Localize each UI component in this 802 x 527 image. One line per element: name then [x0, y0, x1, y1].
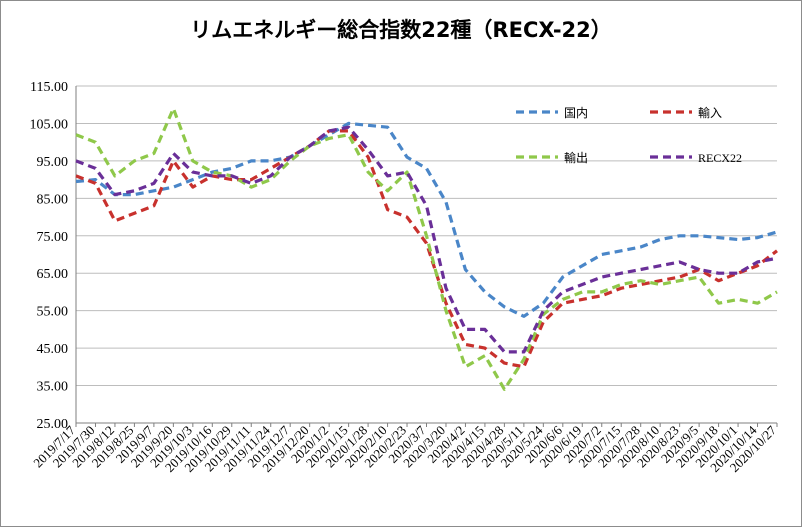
series-line-国内: [75, 121, 778, 318]
series-line-輸出: [75, 106, 778, 391]
legend-label: 輸出: [564, 150, 588, 165]
axes: [75, 86, 778, 427]
y-tick-label: 85.00: [37, 192, 69, 207]
legend-label: 国内: [564, 106, 588, 120]
legend-label: 輸入: [698, 105, 722, 120]
y-tick-label: 95.00: [37, 155, 69, 170]
y-tick-label: 55.00: [37, 305, 69, 320]
gridlines: [76, 85, 777, 424]
series-line-RECX22: [75, 125, 778, 354]
x-tick-labels: 2019/7/172019/7/302019/8/122019/8/252019…: [30, 422, 779, 475]
chart-title: リムエネルギー総合指数22種（RECX-22）: [190, 18, 612, 42]
y-tick-label: 115.00: [30, 80, 68, 95]
y-tick-label: 35.00: [37, 380, 69, 395]
series-line-輸入: [75, 129, 778, 369]
y-tick-label: 65.00: [37, 267, 69, 282]
y-tick-label: 75.00: [37, 230, 69, 245]
y-tick-label: 105.00: [30, 117, 69, 132]
y-tick-label: 45.00: [37, 342, 69, 357]
legend-label: RECX22: [698, 151, 742, 165]
y-tick-label: 25.00: [37, 417, 69, 432]
series-lines: [75, 106, 778, 391]
y-tick-labels: 25.00 35.00 45.00 55.00 65.00 75.00 85.00 95.00…: [30, 80, 69, 432]
